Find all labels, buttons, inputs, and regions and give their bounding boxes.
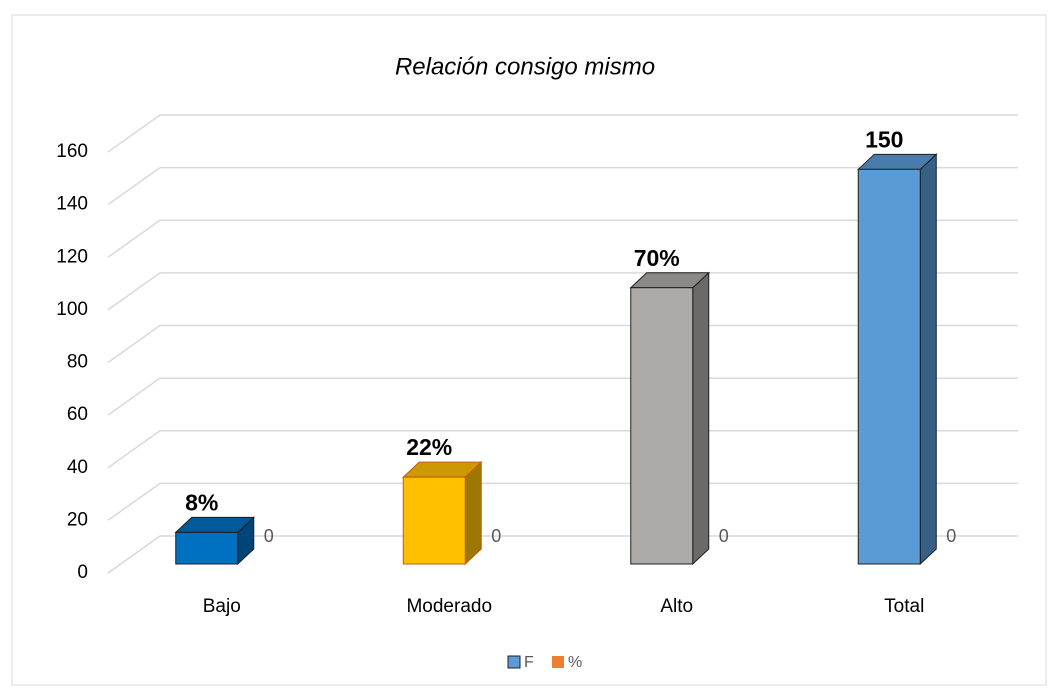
bar-face xyxy=(402,476,466,565)
y-tick-label: 40 xyxy=(67,457,88,478)
grid-line xyxy=(107,535,1018,574)
grid-line xyxy=(107,482,1018,521)
bar xyxy=(401,461,483,566)
y-tick-label: 60 xyxy=(67,404,88,425)
data-label: 150 xyxy=(865,126,903,152)
grid-line xyxy=(107,114,1018,153)
bar-face xyxy=(630,287,694,565)
grid-line xyxy=(107,219,1018,258)
x-tick-label: Bajo xyxy=(203,596,241,617)
x-tick-label: Total xyxy=(884,596,924,617)
bar-face xyxy=(175,531,239,565)
bar-face xyxy=(692,271,710,566)
legend-label: % xyxy=(568,654,582,671)
y-tick-label: 20 xyxy=(67,509,88,530)
data-label: 0 xyxy=(264,526,274,546)
bar xyxy=(174,516,256,566)
legend-label: F xyxy=(524,654,534,671)
bar-face xyxy=(857,168,921,565)
bar-face xyxy=(919,153,937,566)
x-tick-label: Moderado xyxy=(406,596,492,617)
chart-title: Relación consigo mismo xyxy=(395,53,655,80)
data-label: 0 xyxy=(719,526,729,546)
y-tick-label: 120 xyxy=(56,246,88,267)
legend-swatch xyxy=(552,656,564,668)
grid-line xyxy=(107,430,1018,469)
y-tick-label: 100 xyxy=(56,299,88,320)
grid-line xyxy=(107,166,1018,206)
grid-line xyxy=(107,377,1018,416)
data-label: 0 xyxy=(491,526,501,546)
y-tick-label: 0 xyxy=(77,562,88,583)
bar-face xyxy=(464,461,482,566)
grid-line xyxy=(107,272,1018,311)
bar xyxy=(629,271,711,566)
grid-line xyxy=(107,324,1018,364)
y-tick-label: 80 xyxy=(67,352,88,373)
legend-swatch xyxy=(507,655,521,669)
data-label: 0 xyxy=(946,526,956,546)
data-label: 8% xyxy=(185,490,218,516)
data-label: 70% xyxy=(634,245,680,271)
x-tick-label: Alto xyxy=(660,596,693,617)
y-tick-label: 140 xyxy=(56,194,88,215)
y-tick-label: 160 xyxy=(56,141,88,162)
bar xyxy=(856,153,938,566)
data-label: 22% xyxy=(406,434,452,460)
